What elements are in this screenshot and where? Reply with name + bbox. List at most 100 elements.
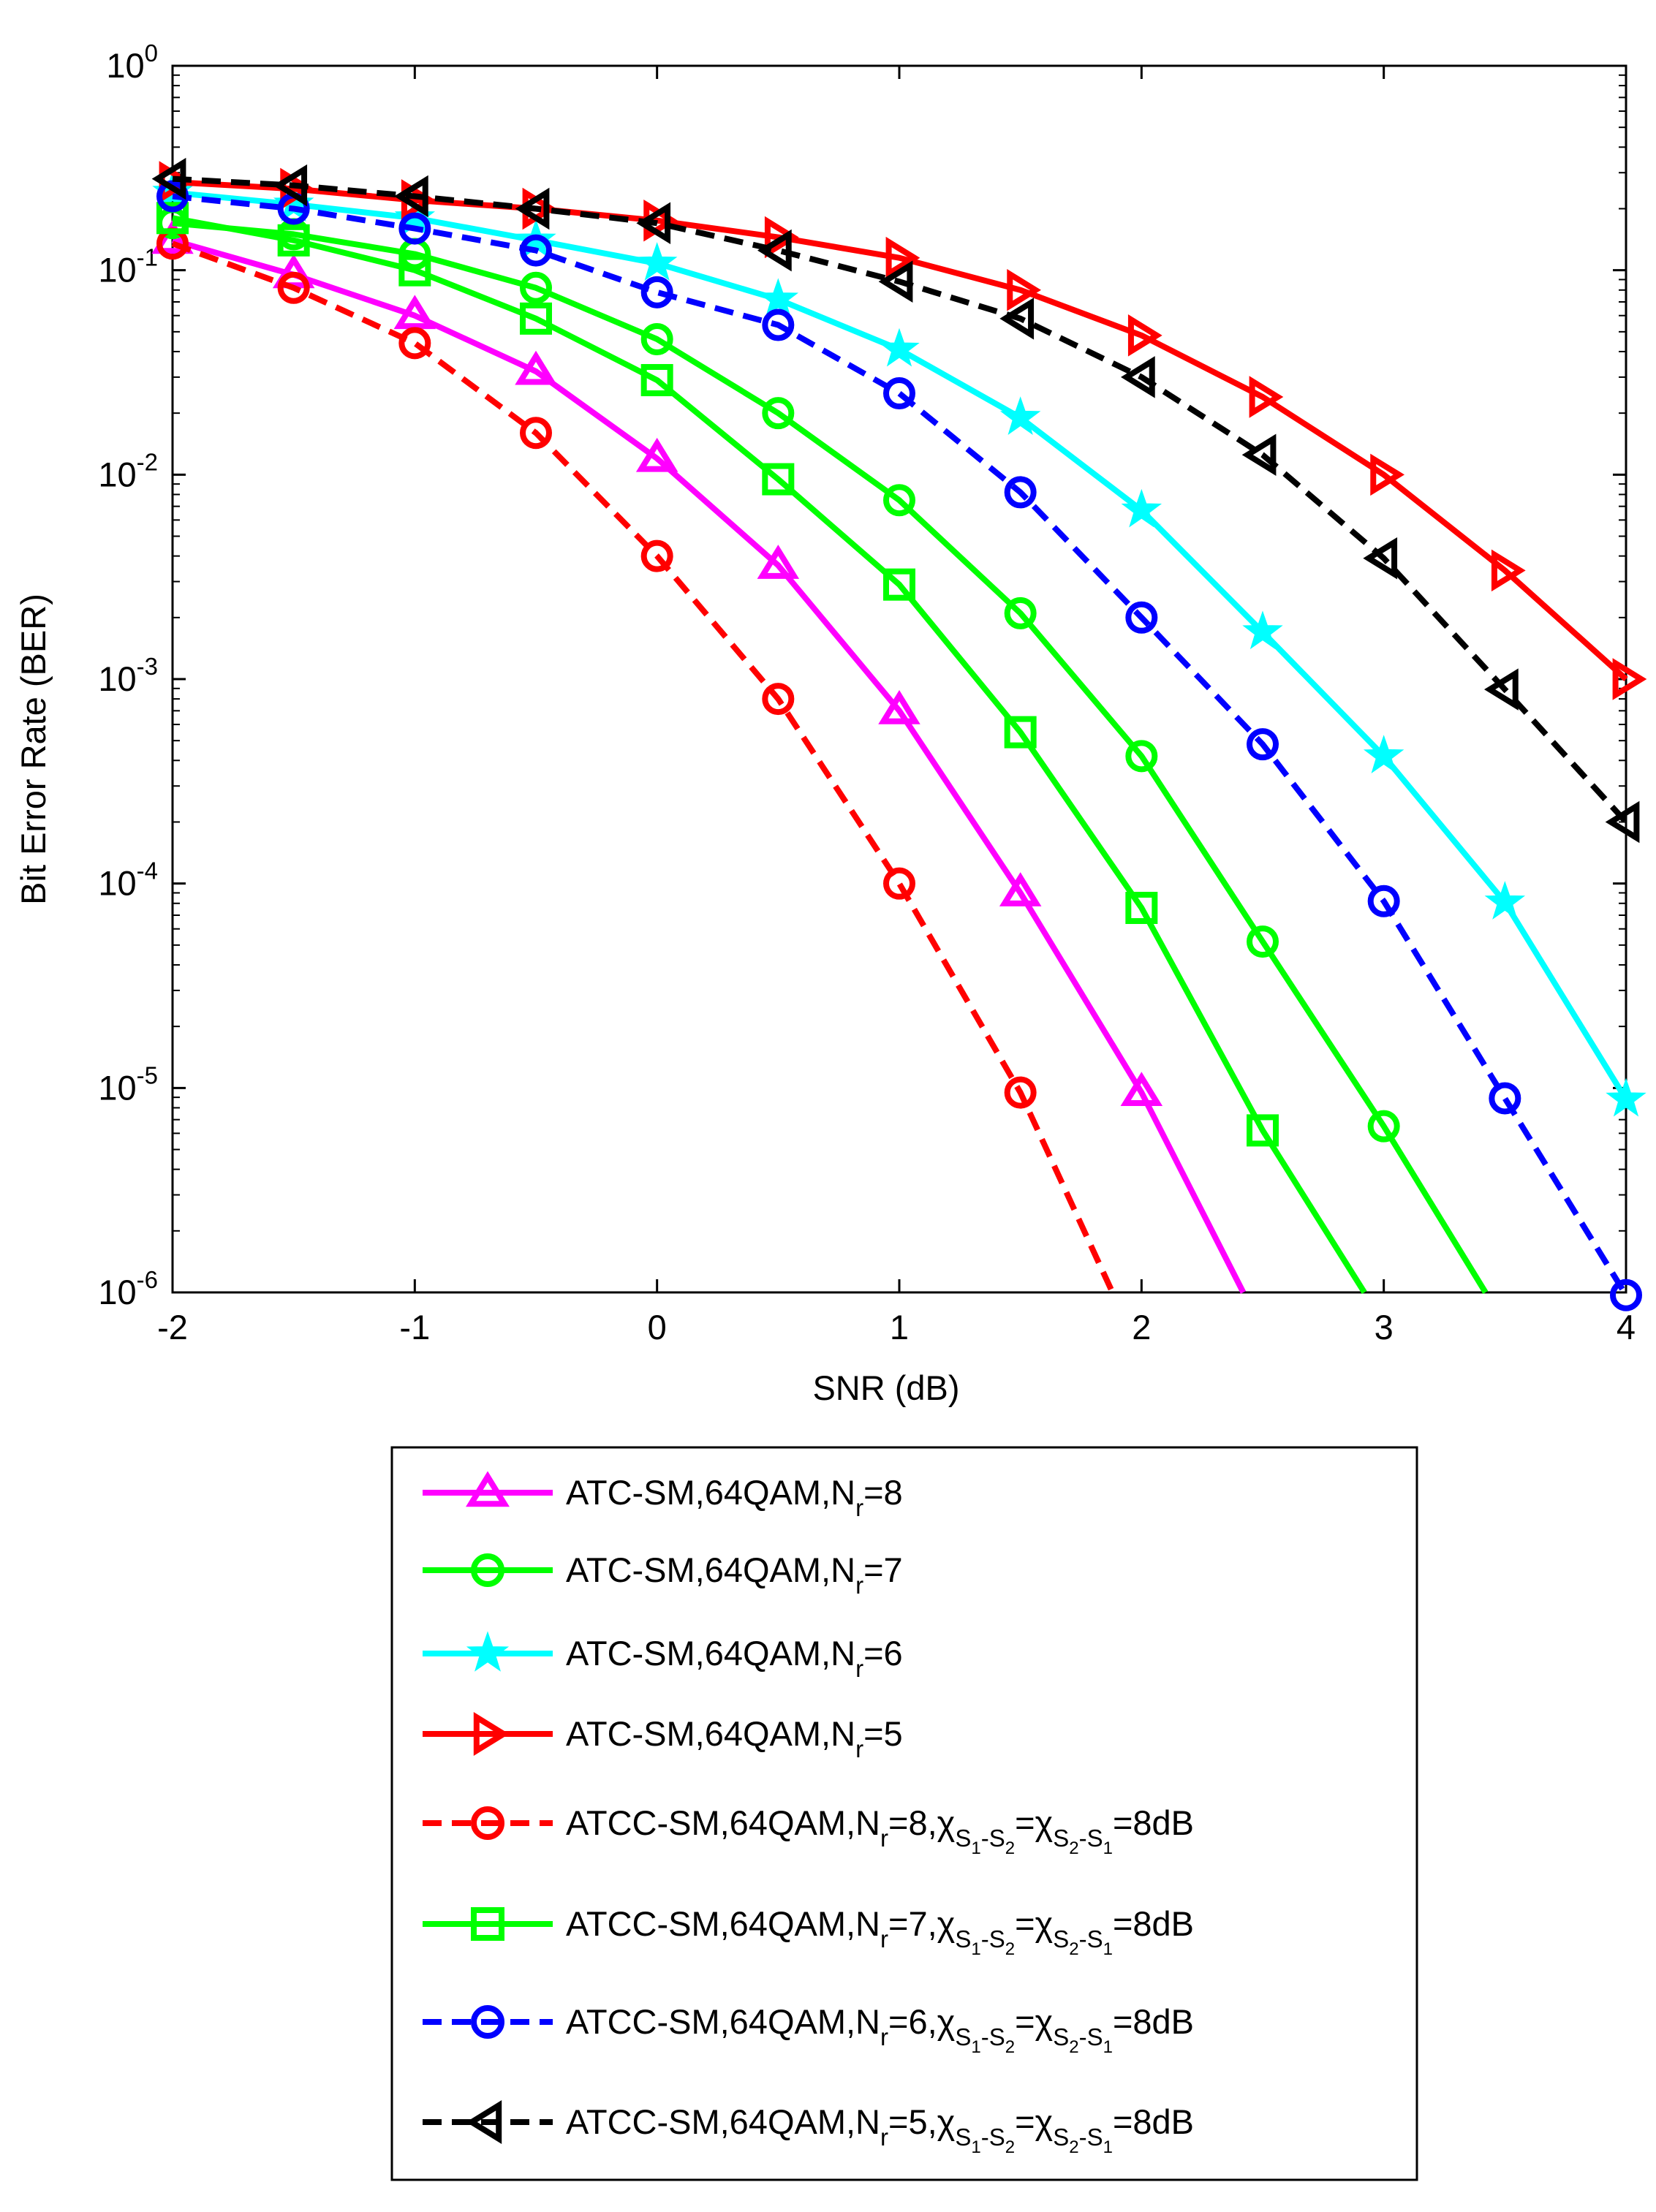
marker — [640, 276, 673, 308]
marker — [1121, 356, 1155, 398]
marker — [1007, 269, 1041, 311]
series-6 — [156, 202, 1367, 1295]
marker — [1125, 891, 1158, 924]
x-axis-label: SNR (dB) — [812, 1368, 959, 1407]
marker — [151, 219, 194, 254]
legend-label: ATCC-SM,64QAM,Nr=7,χS1-S2=χS2-S1=8dB — [566, 1904, 1194, 1959]
marker — [471, 1806, 504, 1840]
legend-label: ATCC-SM,64QAM,Nr=6,χS1-S2=χS2-S1=8dB — [566, 2002, 1194, 2057]
marker — [394, 175, 428, 218]
marker — [398, 327, 431, 360]
marker — [393, 295, 436, 330]
marker — [999, 872, 1042, 906]
marker — [640, 322, 673, 355]
y-tick-label: 10-4 — [98, 857, 158, 903]
marker — [520, 417, 552, 450]
marker — [1247, 925, 1279, 958]
marker — [1004, 716, 1037, 749]
marker — [520, 271, 552, 304]
marker — [277, 271, 310, 304]
marker — [1121, 488, 1162, 528]
x-tick-label: 4 — [1617, 1308, 1636, 1346]
marker — [640, 539, 673, 572]
marker — [764, 216, 799, 259]
marker — [762, 308, 795, 341]
marker — [1125, 740, 1158, 773]
marker — [473, 1712, 510, 1756]
marker — [151, 157, 186, 200]
marker — [1612, 658, 1647, 700]
x-tick-label: -2 — [157, 1308, 188, 1346]
y-tick-label: 100 — [106, 39, 158, 85]
marker — [1120, 1072, 1163, 1106]
marker — [466, 1471, 510, 1507]
marker — [999, 298, 1035, 340]
y-tick-label: 10-5 — [98, 1061, 158, 1107]
series-line — [172, 215, 1367, 1295]
legend-entry: ATC-SM,64QAM,Nr=7 — [423, 1550, 903, 1599]
marker — [1489, 1082, 1521, 1115]
marker — [1242, 610, 1283, 650]
marker — [878, 260, 913, 303]
legend-entry: ATCC-SM,64QAM,Nr=7,χS1-S2=χS2-S1=8dB — [423, 1904, 1194, 1959]
marker — [999, 396, 1041, 435]
marker — [1004, 596, 1037, 629]
marker — [1610, 1279, 1642, 1311]
marker — [398, 212, 431, 245]
legend-entry: ATCC-SM,64QAM,Nr=8,χS1-S2=χS2-S1=8dB — [423, 1803, 1194, 1858]
marker — [635, 437, 678, 472]
x-tick-label: -1 — [399, 1308, 430, 1346]
marker — [1491, 549, 1526, 592]
marker — [471, 1553, 504, 1587]
legend-label: ATCC-SM,64QAM,Nr=5,χS1-S2=χS2-S1=8dB — [566, 2102, 1194, 2157]
marker — [1247, 728, 1279, 761]
marker — [277, 224, 310, 257]
x-tick-label: 1 — [890, 1308, 909, 1346]
x-tick-label: 0 — [648, 1308, 667, 1346]
marker — [1606, 1077, 1646, 1117]
marker — [1247, 1114, 1279, 1147]
marker — [757, 545, 800, 579]
marker — [466, 1631, 510, 1672]
series-1 — [151, 219, 1247, 1294]
x-tick-label: 2 — [1132, 1308, 1151, 1346]
series-7 — [156, 180, 1642, 1311]
series-line — [172, 179, 1628, 681]
marker — [885, 236, 920, 279]
legend-label: ATCC-SM,64QAM,Nr=8,χS1-S2=χS2-S1=8dB — [566, 1803, 1194, 1858]
y-axis-label: Bit Error Rate (BER) — [14, 594, 53, 905]
marker — [273, 183, 314, 222]
marker — [1125, 601, 1158, 634]
series-8 — [151, 157, 1640, 844]
marker — [1127, 314, 1162, 357]
marker — [520, 302, 552, 335]
marker — [1605, 800, 1640, 844]
series-line — [172, 175, 1628, 825]
series-5 — [156, 227, 1116, 1294]
legend-label: ATC-SM,64QAM,Nr=7 — [566, 1550, 903, 1599]
marker — [1241, 433, 1277, 476]
marker — [1370, 453, 1404, 496]
marker — [883, 484, 915, 517]
marker — [757, 229, 792, 272]
y-tick-label: 10-1 — [98, 244, 158, 289]
legend-entry: ATC-SM,64QAM,Nr=5 — [423, 1712, 903, 1762]
marker — [1004, 476, 1037, 509]
legend-label: ATC-SM,64QAM,Nr=8 — [566, 1473, 903, 1521]
series-line — [172, 220, 1489, 1295]
legend-entry: ATCC-SM,64QAM,Nr=6,χS1-S2=χS2-S1=8dB — [423, 2002, 1194, 2057]
marker — [1367, 1110, 1400, 1143]
marker — [273, 164, 308, 207]
marker — [1367, 885, 1400, 917]
marker — [636, 202, 671, 244]
marker — [757, 278, 799, 317]
marker — [883, 377, 915, 410]
legend-entry: ATC-SM,64QAM,Nr=6 — [423, 1631, 903, 1682]
y-tick-label: 10-3 — [98, 653, 158, 698]
marker — [883, 867, 915, 900]
marker — [515, 187, 550, 230]
series-line — [171, 240, 1116, 1294]
legend-label: ATC-SM,64QAM,Nr=6 — [566, 1634, 903, 1682]
series-line — [171, 237, 1247, 1294]
